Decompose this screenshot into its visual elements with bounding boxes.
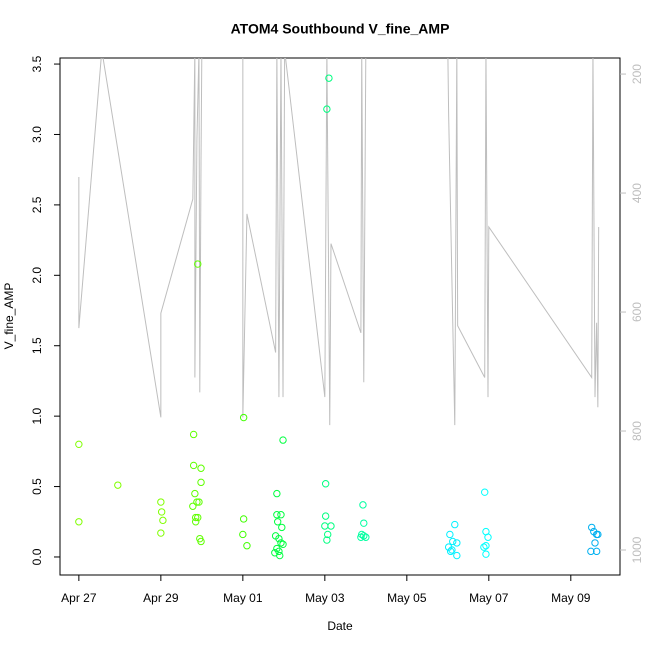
point — [194, 260, 202, 268]
point — [592, 547, 601, 556]
point — [239, 530, 247, 539]
point — [453, 551, 461, 560]
y-axis-label: V_fine_AMP — [2, 283, 16, 350]
point — [194, 513, 202, 522]
point — [243, 542, 251, 550]
plot-box — [59, 57, 621, 576]
point — [449, 537, 457, 546]
point — [193, 498, 201, 506]
point — [114, 481, 122, 489]
point — [323, 105, 331, 113]
point — [191, 513, 200, 522]
x-tick-label: May 05 — [387, 591, 427, 605]
point — [360, 519, 368, 527]
point — [239, 515, 248, 523]
x-tick-label: May 07 — [469, 591, 509, 605]
y2-tick-label: 800 — [630, 421, 644, 441]
x-tick-label: May 09 — [551, 591, 591, 605]
point — [362, 533, 370, 541]
y2-tick-label: 400 — [630, 183, 644, 203]
point — [482, 542, 490, 550]
point — [591, 539, 599, 547]
point — [588, 523, 596, 532]
point — [278, 523, 286, 532]
point — [321, 480, 330, 488]
y-tick-label: 2.0 — [30, 267, 44, 284]
point — [276, 551, 284, 560]
point — [273, 518, 282, 526]
y-tick-label: 0.0 — [30, 548, 44, 565]
y2-tick-label: 200 — [630, 64, 644, 84]
point — [191, 518, 200, 526]
point — [279, 436, 287, 444]
point — [191, 489, 199, 498]
x-tick-label: Apr 27 — [61, 591, 97, 605]
point — [448, 546, 456, 554]
point — [323, 536, 331, 544]
point — [273, 489, 281, 498]
y-tick-label: 3.0 — [30, 126, 44, 143]
point — [239, 413, 248, 422]
point — [480, 543, 488, 551]
point — [75, 440, 83, 449]
x-tick-label: May 03 — [305, 591, 345, 605]
line-series — [78, 58, 600, 426]
point — [594, 530, 602, 539]
point — [359, 501, 367, 509]
y2-tick-label: 1000 — [630, 536, 644, 563]
point — [482, 550, 490, 558]
point — [157, 498, 165, 506]
point — [75, 518, 83, 526]
y-tick-label: 1.5 — [30, 337, 44, 354]
point — [446, 530, 454, 539]
point — [321, 512, 330, 520]
point — [481, 488, 489, 496]
y-tick-label: 3.5 — [30, 55, 44, 72]
point — [189, 502, 197, 510]
point — [484, 533, 492, 541]
chart-title: ATOM4 Southbound V_fine_AMP — [231, 21, 450, 37]
point — [446, 547, 455, 556]
plot-area — [75, 58, 602, 560]
x-tick-label: May 01 — [223, 591, 263, 605]
point — [197, 478, 205, 487]
y-tick-label: 1.0 — [30, 407, 44, 424]
point — [453, 539, 461, 547]
point — [157, 529, 165, 537]
y2-tick-label: 600 — [630, 302, 644, 322]
point — [321, 522, 329, 530]
point — [195, 498, 203, 506]
point — [159, 516, 167, 525]
point — [327, 522, 335, 530]
y-tick-label: 2.5 — [30, 196, 44, 213]
point — [324, 530, 332, 539]
point — [275, 534, 283, 543]
x-tick-label: Apr 29 — [143, 591, 179, 605]
point — [451, 520, 459, 529]
point — [189, 430, 198, 439]
point — [197, 464, 205, 472]
point — [277, 511, 285, 519]
point — [277, 539, 285, 547]
point — [157, 508, 166, 516]
point — [587, 547, 595, 556]
y-tick-label: 0.5 — [30, 478, 44, 495]
x-axis-label: Date — [327, 619, 353, 633]
point — [357, 533, 365, 541]
point — [273, 511, 281, 519]
point — [189, 461, 198, 470]
point — [197, 537, 205, 546]
point — [325, 74, 333, 82]
point — [279, 540, 287, 548]
point — [275, 547, 283, 556]
